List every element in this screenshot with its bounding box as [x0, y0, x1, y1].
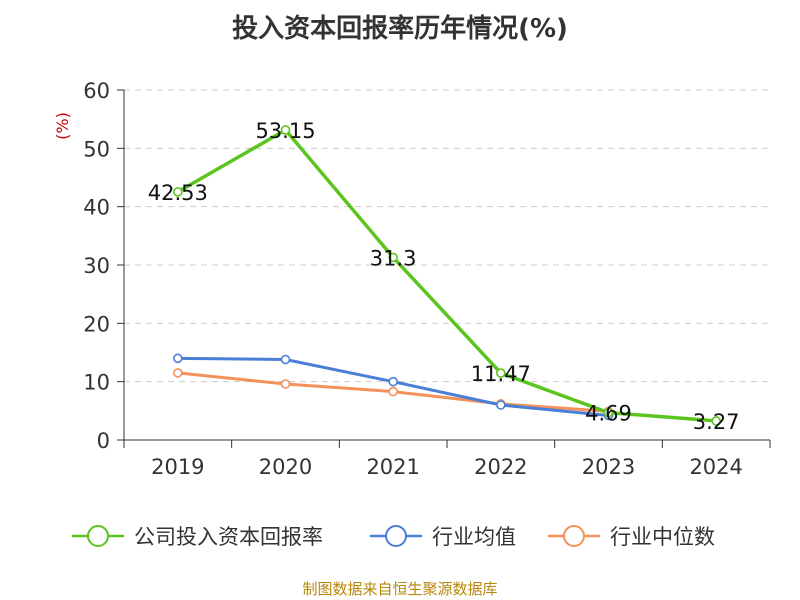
x-tick-label: 2022: [474, 455, 527, 479]
data-point: [280, 379, 291, 389]
x-tick-label: 2019: [151, 455, 204, 479]
source-note: 制图数据来自恒生聚源数据库: [302, 580, 498, 598]
data-point: [603, 407, 614, 418]
legend-marker: [87, 525, 109, 547]
data-point: [388, 376, 398, 387]
y-tick-label: 30: [83, 254, 110, 278]
legend-label: 公司投入资本回报率: [134, 525, 323, 549]
data-point: [388, 386, 398, 397]
y-tick-label: 40: [83, 196, 110, 220]
y-tick-label: 0: [97, 429, 110, 453]
data-point: [496, 400, 506, 410]
legend-marker: [385, 525, 407, 547]
series-layer: [173, 125, 721, 426]
data-label: 11.47: [471, 362, 531, 386]
data-point: [388, 252, 398, 263]
y-tick-label: 60: [83, 79, 110, 103]
data-label: 42.53: [148, 181, 208, 205]
y-tick-label: 20: [83, 312, 110, 336]
data-point: [173, 353, 183, 364]
data-label: 53.15: [255, 119, 315, 143]
grid-layer: [124, 89, 770, 383]
data-point: [711, 416, 721, 426]
data-point: [496, 368, 506, 378]
y-tick-label: 10: [83, 371, 110, 395]
y-axis-label: (%): [53, 112, 72, 140]
label-layer: 42.53 53.15 31.3 11.47 4.69 3.27: [148, 119, 740, 434]
x-tick-label: 2024: [689, 455, 742, 479]
data-point: [280, 354, 291, 365]
data-point: [173, 368, 183, 378]
x-tick-label: 2020: [259, 455, 312, 479]
axis-layer: 0 10 20 30 40 50 60 2019 2020 2021 2022 2023 2024 (%): [53, 79, 771, 479]
legend-marker: [563, 525, 585, 547]
x-tick-label: 2021: [366, 455, 419, 479]
x-tick-label: 2023: [582, 455, 635, 479]
data-point: [280, 125, 291, 135]
chart-title: 投入资本回报率历年情况(%): [232, 14, 568, 44]
data-point: [173, 187, 183, 197]
y-tick-label: 50: [83, 137, 110, 161]
data-label: 3.27: [693, 410, 740, 434]
series-line-0: [176, 128, 717, 423]
data-label: 31.3: [370, 246, 417, 270]
legend-label: 行业中位数: [610, 525, 715, 549]
legend: 公司投入资本回报率 行业均值 行业中位数: [72, 525, 715, 549]
data-label: 4.69: [585, 402, 632, 426]
legend-label: 行业均值: [432, 525, 516, 549]
